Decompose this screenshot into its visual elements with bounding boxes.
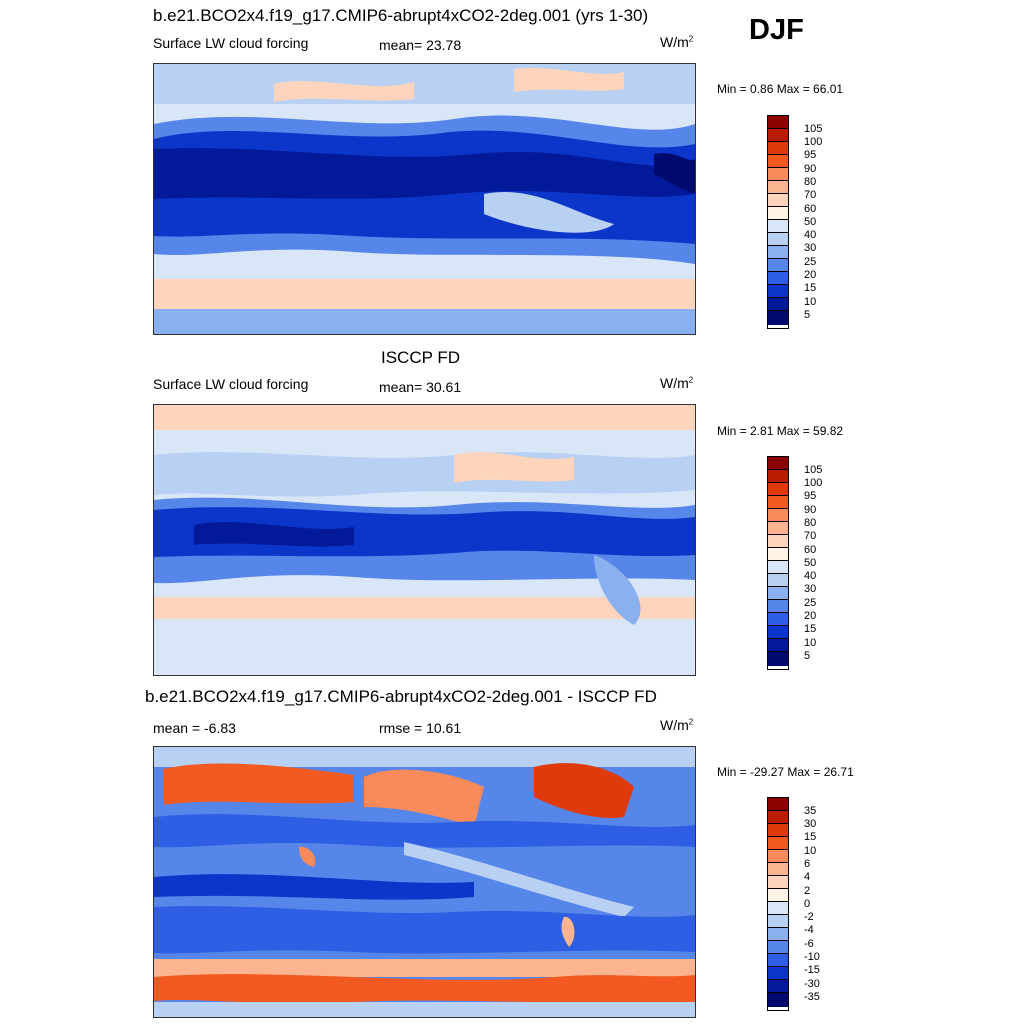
panel2-variable-label: Surface LW cloud forcing xyxy=(153,376,309,392)
panel1-units: W/m2 xyxy=(660,34,694,50)
panel1-colorbar-tick: 60 xyxy=(804,203,817,215)
panel2-colorbar-tick: 15 xyxy=(804,623,817,635)
panel1-colorbar-tick: 50 xyxy=(804,216,817,228)
panel1-colorbar-tick: 20 xyxy=(804,269,817,281)
panel2-colorbar-tick: 10 xyxy=(804,637,817,649)
panel3-colorbar-tick: -2 xyxy=(804,911,814,923)
panel1-colorbar xyxy=(767,115,789,329)
panel2-colorbar-tick: 90 xyxy=(804,504,817,516)
panel1-colorbar-tick: 90 xyxy=(804,163,817,175)
panel3-colorbar-tick: 2 xyxy=(804,885,811,897)
panel3-colorbar-tick: 35 xyxy=(804,805,817,817)
panel2-colorbar xyxy=(767,456,789,670)
panel2-map xyxy=(153,404,696,676)
panel3-rmse-label: rmse = 10.61 xyxy=(379,720,462,736)
panel2-colorbar-tick: 70 xyxy=(804,530,817,542)
panel2-minmax: Min = 2.81 Max = 59.82 xyxy=(717,424,844,438)
panel2-colorbar-tick: 20 xyxy=(804,610,817,622)
panel3-colorbar-tick: 15 xyxy=(804,831,817,843)
panel2-colorbar-tick: 30 xyxy=(804,583,817,595)
panel2-colorbar-tick: 5 xyxy=(804,650,811,662)
panel3-map xyxy=(153,746,696,1018)
panel1-colorbar-tick: 30 xyxy=(804,242,817,254)
panel2-colorbar-tick: 80 xyxy=(804,517,817,529)
panel1-minmax: Min = 0.86 Max = 66.01 xyxy=(717,82,844,96)
panel3-title: b.e21.BCO2x4.f19_g17.CMIP6-abrupt4xCO2-2… xyxy=(145,687,657,706)
panel3-colorbar-tick: -6 xyxy=(804,938,814,950)
panel1-colorbar-tick: 95 xyxy=(804,149,817,161)
panel3-colorbar-tick: -15 xyxy=(804,964,820,976)
panel1-mean-label: mean= 23.78 xyxy=(379,37,462,53)
panel1-colorbar-tick: 105 xyxy=(804,123,823,135)
panel2-title: ISCCP FD xyxy=(381,348,461,367)
panel1-colorbar-tick: 5 xyxy=(804,309,811,321)
panel2-units: W/m2 xyxy=(660,375,694,391)
panel1-map xyxy=(153,63,696,335)
panel1-variable-label: Surface LW cloud forcing xyxy=(153,35,309,51)
panel1-title: b.e21.BCO2x4.f19_g17.CMIP6-abrupt4xCO2-2… xyxy=(153,6,649,25)
panel1-colorbar-tick: 100 xyxy=(804,136,823,148)
panel3-minmax: Min = -29.27 Max = 26.71 xyxy=(717,765,854,779)
panel3-colorbar-tick: 30 xyxy=(804,818,817,830)
panel1-colorbar-tick: 10 xyxy=(804,296,817,308)
panel3-colorbar-tick: -35 xyxy=(804,991,820,1003)
panel3-colorbar-tick: -10 xyxy=(804,951,820,963)
panel1-colorbar-tick: 40 xyxy=(804,229,817,241)
panel3-colorbar-tick: -30 xyxy=(804,978,820,990)
panel3-colorbar-tick: 10 xyxy=(804,845,817,857)
panel3-colorbar-tick: -4 xyxy=(804,924,814,936)
panel1-colorbar-tick: 80 xyxy=(804,176,817,188)
panel3-colorbar xyxy=(767,797,789,1011)
panel3-mean-label: mean = -6.83 xyxy=(153,720,236,736)
panel2-colorbar-tick: 100 xyxy=(804,477,823,489)
panel3-colorbar-tick: 4 xyxy=(804,871,811,883)
panel2-colorbar-tick: 60 xyxy=(804,544,817,556)
panel2-colorbar-tick: 105 xyxy=(804,464,823,476)
panel1-colorbar-tick: 70 xyxy=(804,189,817,201)
panel3-colorbar-tick: 0 xyxy=(804,898,811,910)
panel1-colorbar-tick: 25 xyxy=(804,256,817,268)
panel3-colorbar-tick: 6 xyxy=(804,858,811,870)
panel2-mean-label: mean= 30.61 xyxy=(379,379,462,395)
panel3-units: W/m2 xyxy=(660,717,694,733)
panel2-colorbar-tick: 50 xyxy=(804,557,817,569)
panel2-colorbar-tick: 95 xyxy=(804,490,817,502)
season-label: DJF xyxy=(749,14,804,46)
panel1-colorbar-tick: 15 xyxy=(804,282,817,294)
panel2-colorbar-tick: 25 xyxy=(804,597,817,609)
panel2-colorbar-tick: 40 xyxy=(804,570,817,582)
